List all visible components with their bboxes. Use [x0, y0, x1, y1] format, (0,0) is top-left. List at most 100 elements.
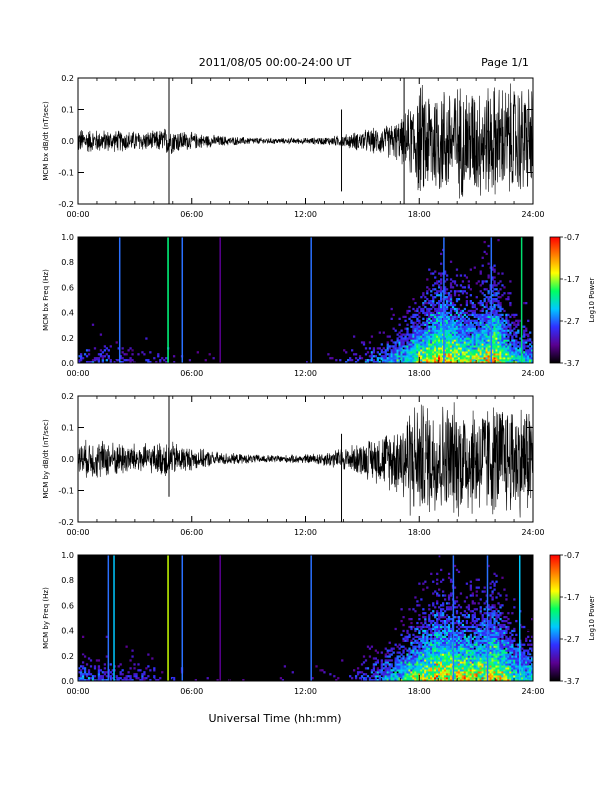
heatmap-cell: [117, 359, 120, 362]
heatmap-cell: [410, 675, 413, 678]
heatmap-cell: [455, 596, 459, 599]
heatmap-cell: [473, 667, 476, 670]
heatmap-cell: [491, 590, 494, 593]
heatmap-cell: [511, 329, 514, 332]
heatmap-cell: [521, 651, 524, 654]
heatmap-cell: [103, 355, 106, 358]
heatmap-cell: [495, 612, 498, 615]
heatmap-cell: [390, 677, 393, 680]
heatmap-cell: [412, 633, 415, 637]
heatmap-cell: [428, 643, 431, 646]
heatmap-cell: [402, 315, 405, 319]
heatmap-cell: [497, 301, 500, 305]
heatmap-cell: [436, 647, 439, 650]
heatmap-cell: [418, 669, 421, 672]
heatmap-cell: [420, 327, 423, 330]
heatmap-cell: [481, 665, 484, 668]
heatmap-cell: [368, 677, 372, 680]
heatmap-cell: [459, 633, 463, 637]
heatmap-cell: [477, 627, 480, 631]
heatmap-cell: [408, 625, 411, 629]
heatmap-cell: [471, 618, 474, 621]
heatmap-cell: [467, 625, 470, 629]
heatmap-cell: [445, 347, 449, 350]
heatmap-cell: [485, 635, 488, 638]
heatmap-cell: [457, 673, 461, 676]
heatmap-cell: [445, 341, 449, 344]
heatmap-cell: [455, 315, 459, 319]
heatmap-cell: [430, 655, 433, 658]
heatmap-cell: [455, 673, 459, 676]
heatmap-cell: [483, 586, 486, 589]
heatmap-cell: [380, 355, 383, 358]
heatmap-cell: [449, 260, 453, 263]
heatmap-cell: [414, 321, 417, 324]
heatmap-cell: [394, 663, 397, 666]
heatmap-cell: [117, 677, 120, 680]
heatmap-cell: [414, 653, 417, 656]
heatmap-cell: [491, 315, 494, 319]
heatmap-cell: [489, 667, 492, 670]
heatmap-cell: [491, 300, 494, 303]
heatmap-cell: [513, 327, 516, 330]
heatmap-cell: [430, 649, 433, 652]
heatmap-cell: [523, 355, 526, 358]
heatmap-cell: [123, 353, 126, 356]
heatmap-cell: [491, 677, 494, 680]
x-axis-label: Universal Time (hh:mm): [209, 712, 342, 725]
heatmap-cell: [426, 679, 429, 681]
heatmap-cell: [457, 355, 461, 358]
heatmap-cell: [390, 351, 393, 354]
heatmap-cell: [501, 619, 504, 623]
heatmap-cell: [487, 673, 490, 676]
heatmap-cell: [398, 343, 401, 346]
heatmap-cell: [475, 661, 478, 664]
heatmap-cell: [491, 327, 494, 330]
heatmap-cell: [461, 290, 465, 293]
heatmap-cell: [491, 596, 494, 599]
heatmap-cell: [513, 331, 516, 334]
heatmap-cell: [105, 675, 108, 678]
heatmap-cell: [442, 361, 445, 363]
heatmap-cell: [451, 337, 455, 340]
heatmap-cell: [531, 351, 533, 354]
heatmap-cell: [477, 629, 480, 633]
heatmap-cell: [416, 337, 419, 340]
heatmap-cell: [440, 278, 443, 281]
heatmap-cell: [424, 337, 427, 340]
heatmap-cell: [449, 633, 453, 637]
heatmap-cell: [434, 631, 437, 635]
heatmap-cell: [503, 631, 506, 635]
heatmap-cell: [97, 679, 101, 681]
heatmap-cell: [449, 353, 453, 356]
heatmap-cell: [345, 361, 348, 363]
heatmap-cell: [509, 280, 512, 283]
heatmap-cell: [436, 359, 439, 362]
heatmap-cell: [416, 323, 419, 326]
heatmap-cell: [467, 606, 470, 609]
heatmap-cell: [459, 303, 463, 307]
heatmap-cell: [216, 679, 219, 681]
heatmap-cell: [89, 659, 93, 662]
heatmap-cell: [457, 661, 461, 664]
heatmap-cell: [473, 633, 476, 637]
heatmap-cell: [386, 661, 389, 664]
heatmap-cell: [501, 639, 504, 642]
heatmap-cell: [503, 323, 506, 326]
heatmap-cell: [499, 635, 502, 638]
heatmap-cell: [137, 669, 140, 672]
heatmap-cell: [495, 596, 498, 599]
heatmap-cell: [517, 647, 520, 650]
heatmap-cell: [438, 319, 441, 322]
panel-bx-dbdt: 00:00 06:00 12:00 18:00 24:000.20.10.0-0.1-0…: [42, 74, 545, 219]
heatmap-cell: [443, 319, 447, 322]
heatmap-cell: [465, 653, 469, 656]
heatmap-cell: [390, 649, 393, 652]
heatmap-cell: [447, 355, 451, 358]
heatmap-cell: [507, 343, 510, 346]
heatmap-cell: [487, 625, 490, 629]
heatmap-cell: [521, 665, 524, 668]
heatmap-cell: [432, 288, 435, 291]
heatmap-cell: [501, 625, 504, 629]
